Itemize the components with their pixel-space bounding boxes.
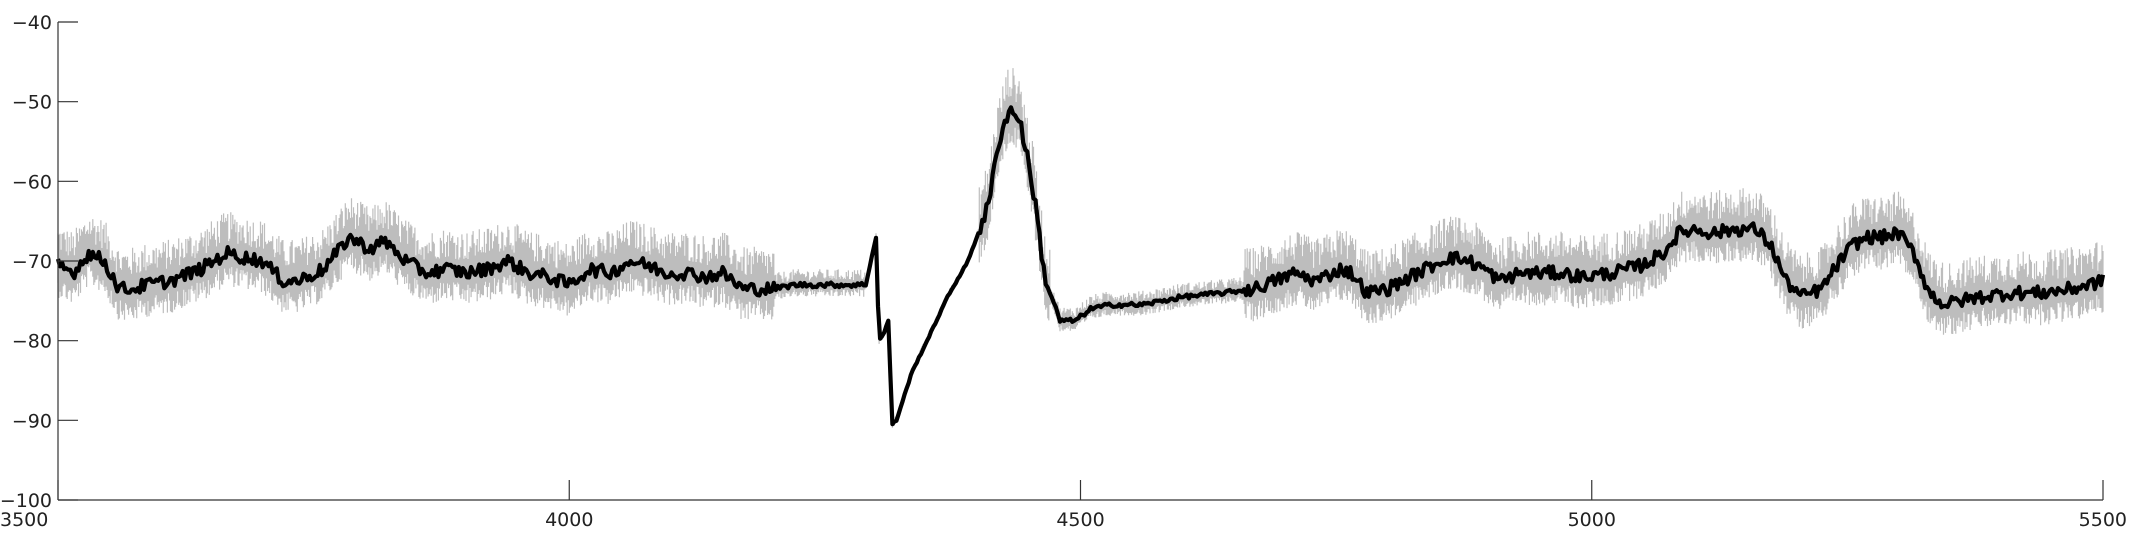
y-tick-label: −40: [12, 12, 52, 34]
x-tick-label: 3500: [0, 509, 48, 531]
x-tick-label: 4000: [545, 509, 593, 531]
y-tick-label: −50: [12, 92, 52, 114]
y-tick-label: −80: [12, 331, 52, 353]
mean-trace: [55, 105, 2106, 427]
mean-trace-line: [55, 105, 2106, 427]
x-tick-label: 5000: [1568, 509, 1616, 531]
y-tick-label: −90: [12, 410, 52, 432]
y-tick-label: −100: [0, 490, 52, 512]
y-tick-label: −70: [12, 251, 52, 273]
y-tick-label: −60: [12, 171, 52, 193]
x-tick-label: 4500: [1056, 509, 1104, 531]
x-tick-label: 5500: [2079, 509, 2127, 531]
